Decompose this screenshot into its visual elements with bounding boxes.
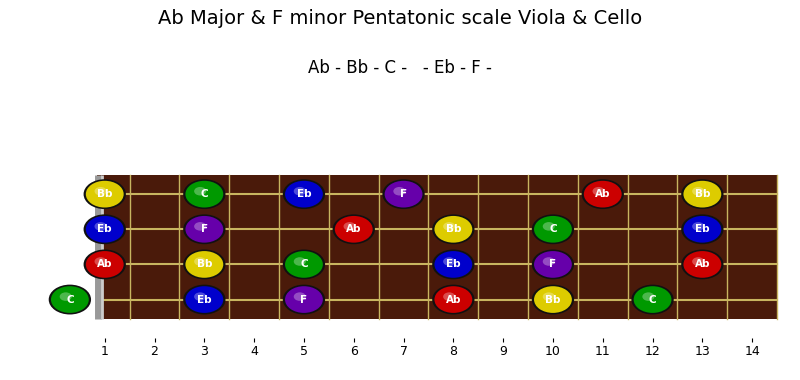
Circle shape xyxy=(534,286,572,313)
Circle shape xyxy=(83,179,126,209)
Circle shape xyxy=(282,250,325,279)
Circle shape xyxy=(443,257,455,266)
Circle shape xyxy=(542,257,555,266)
Circle shape xyxy=(49,285,91,315)
Circle shape xyxy=(681,250,723,279)
Text: C: C xyxy=(649,294,656,304)
Circle shape xyxy=(434,286,472,313)
Circle shape xyxy=(194,292,206,301)
Circle shape xyxy=(631,285,674,315)
Circle shape xyxy=(83,250,126,279)
Text: Bb: Bb xyxy=(197,260,212,269)
Text: F: F xyxy=(550,260,557,269)
Text: Ab - Bb - C -   - Eb - F -: Ab - Bb - C - - Eb - F - xyxy=(308,59,492,77)
Circle shape xyxy=(285,286,323,313)
Circle shape xyxy=(86,251,124,278)
Text: Ab: Ab xyxy=(694,260,710,269)
Circle shape xyxy=(83,214,126,244)
Circle shape xyxy=(582,179,624,209)
Circle shape xyxy=(51,286,89,313)
Text: Bb: Bb xyxy=(694,189,710,199)
Text: Ab Major & F minor Pentatonic scale Viola & Cello: Ab Major & F minor Pentatonic scale Viol… xyxy=(158,10,642,28)
Circle shape xyxy=(683,181,722,207)
Circle shape xyxy=(194,187,206,195)
Circle shape xyxy=(186,251,223,278)
Circle shape xyxy=(285,251,323,278)
Text: C: C xyxy=(201,189,208,199)
Text: F: F xyxy=(300,294,307,304)
Text: F: F xyxy=(400,189,407,199)
Circle shape xyxy=(333,214,375,244)
Circle shape xyxy=(542,292,555,301)
Circle shape xyxy=(285,181,323,207)
Text: F: F xyxy=(201,224,208,234)
Circle shape xyxy=(294,187,306,195)
Circle shape xyxy=(194,222,206,231)
Circle shape xyxy=(532,250,574,279)
Circle shape xyxy=(432,214,474,244)
Text: Bb: Bb xyxy=(97,189,113,199)
Circle shape xyxy=(681,179,723,209)
Circle shape xyxy=(94,257,106,266)
Bar xyxy=(98,175,777,319)
Circle shape xyxy=(335,216,373,243)
Circle shape xyxy=(432,285,474,315)
Circle shape xyxy=(183,214,226,244)
Circle shape xyxy=(94,187,106,195)
Circle shape xyxy=(394,187,406,195)
Circle shape xyxy=(294,292,306,301)
Text: Bb: Bb xyxy=(546,294,561,304)
Text: C: C xyxy=(66,294,74,304)
Text: Ab: Ab xyxy=(595,189,610,199)
Circle shape xyxy=(532,285,574,315)
Circle shape xyxy=(432,250,474,279)
Text: Ab: Ab xyxy=(97,260,113,269)
Text: Ab: Ab xyxy=(446,294,461,304)
Circle shape xyxy=(542,222,555,231)
Text: C: C xyxy=(549,224,557,234)
Circle shape xyxy=(443,222,455,231)
Circle shape xyxy=(343,222,356,231)
Circle shape xyxy=(186,216,223,243)
Circle shape xyxy=(692,222,704,231)
Circle shape xyxy=(692,187,704,195)
Text: Eb: Eb xyxy=(297,189,311,199)
Circle shape xyxy=(385,181,422,207)
Text: Eb: Eb xyxy=(197,294,212,304)
Circle shape xyxy=(534,251,572,278)
Circle shape xyxy=(86,216,124,243)
Circle shape xyxy=(186,181,223,207)
Circle shape xyxy=(584,181,622,207)
Circle shape xyxy=(434,251,472,278)
Circle shape xyxy=(642,292,654,301)
Circle shape xyxy=(681,214,723,244)
Circle shape xyxy=(634,286,671,313)
Circle shape xyxy=(382,179,425,209)
Circle shape xyxy=(60,292,72,301)
Circle shape xyxy=(282,285,325,315)
Circle shape xyxy=(186,286,223,313)
Circle shape xyxy=(593,187,605,195)
Circle shape xyxy=(692,257,704,266)
Circle shape xyxy=(532,214,574,244)
Circle shape xyxy=(94,222,106,231)
Circle shape xyxy=(194,257,206,266)
Circle shape xyxy=(183,179,226,209)
Text: C: C xyxy=(300,260,308,269)
Circle shape xyxy=(434,216,472,243)
Circle shape xyxy=(683,251,722,278)
Circle shape xyxy=(183,250,226,279)
Text: Eb: Eb xyxy=(695,224,710,234)
Text: Eb: Eb xyxy=(446,260,461,269)
Circle shape xyxy=(294,257,306,266)
Circle shape xyxy=(443,292,455,301)
Circle shape xyxy=(534,216,572,243)
Text: Ab: Ab xyxy=(346,224,362,234)
Circle shape xyxy=(282,179,325,209)
Circle shape xyxy=(86,181,124,207)
Text: Bb: Bb xyxy=(446,224,461,234)
Circle shape xyxy=(683,216,722,243)
Circle shape xyxy=(183,285,226,315)
Text: Eb: Eb xyxy=(98,224,112,234)
